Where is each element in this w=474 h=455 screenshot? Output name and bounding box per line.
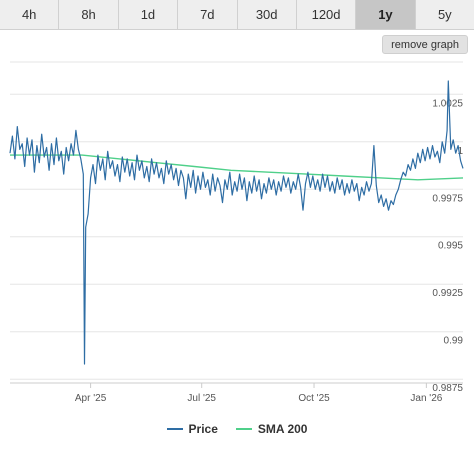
x-tick-label: Oct '25 — [298, 393, 330, 404]
y-tick-label: 0.995 — [438, 241, 463, 252]
tab-1d[interactable]: 1d — [119, 0, 179, 29]
x-axis-ticks: Apr '25 Jul '25 Oct '25 Jan '26 — [75, 383, 443, 404]
tab-4h[interactable]: 4h — [0, 0, 60, 29]
legend-label-sma-200: SMA 200 — [257, 422, 308, 436]
tab-7d[interactable]: 7d — [178, 0, 238, 29]
timeframe-tab-bar: 4h 8h 1d 7d 30d 120d 1y 5y — [0, 0, 474, 30]
y-tick-label: 0.9975 — [432, 193, 463, 204]
y-tick-label: 0.99 — [444, 336, 464, 347]
x-tick-label: Apr '25 — [75, 393, 107, 404]
y-tick-label: 0.9925 — [432, 288, 463, 299]
tab-30d[interactable]: 30d — [238, 0, 297, 29]
remove-graph-button[interactable]: remove graph — [382, 35, 468, 54]
tab-8h[interactable]: 8h — [59, 0, 119, 29]
legend-label-price: Price — [188, 422, 218, 436]
chart-grid — [10, 61, 463, 384]
chart-series — [9, 80, 464, 365]
tab-1y[interactable]: 1y — [356, 0, 416, 29]
price-line — [9, 80, 464, 365]
y-tick-label: 0.9875 — [432, 383, 463, 394]
sma-200-line — [10, 154, 464, 181]
y-tick-label: 1 — [457, 146, 463, 157]
x-tick-label: Jul '25 — [187, 393, 216, 404]
tab-120d[interactable]: 120d — [297, 0, 357, 29]
tab-5y[interactable]: 5y — [437, 7, 452, 22]
legend-item-price[interactable]: Price — [166, 421, 218, 437]
chart-legend: Price SMA 200 — [0, 421, 474, 437]
legend-swatch-price — [166, 428, 183, 430]
x-tick-label: Jan '26 — [410, 393, 442, 404]
legend-item-sma-200[interactable]: SMA 200 — [235, 421, 308, 437]
legend-swatch-sma-200 — [235, 428, 252, 430]
